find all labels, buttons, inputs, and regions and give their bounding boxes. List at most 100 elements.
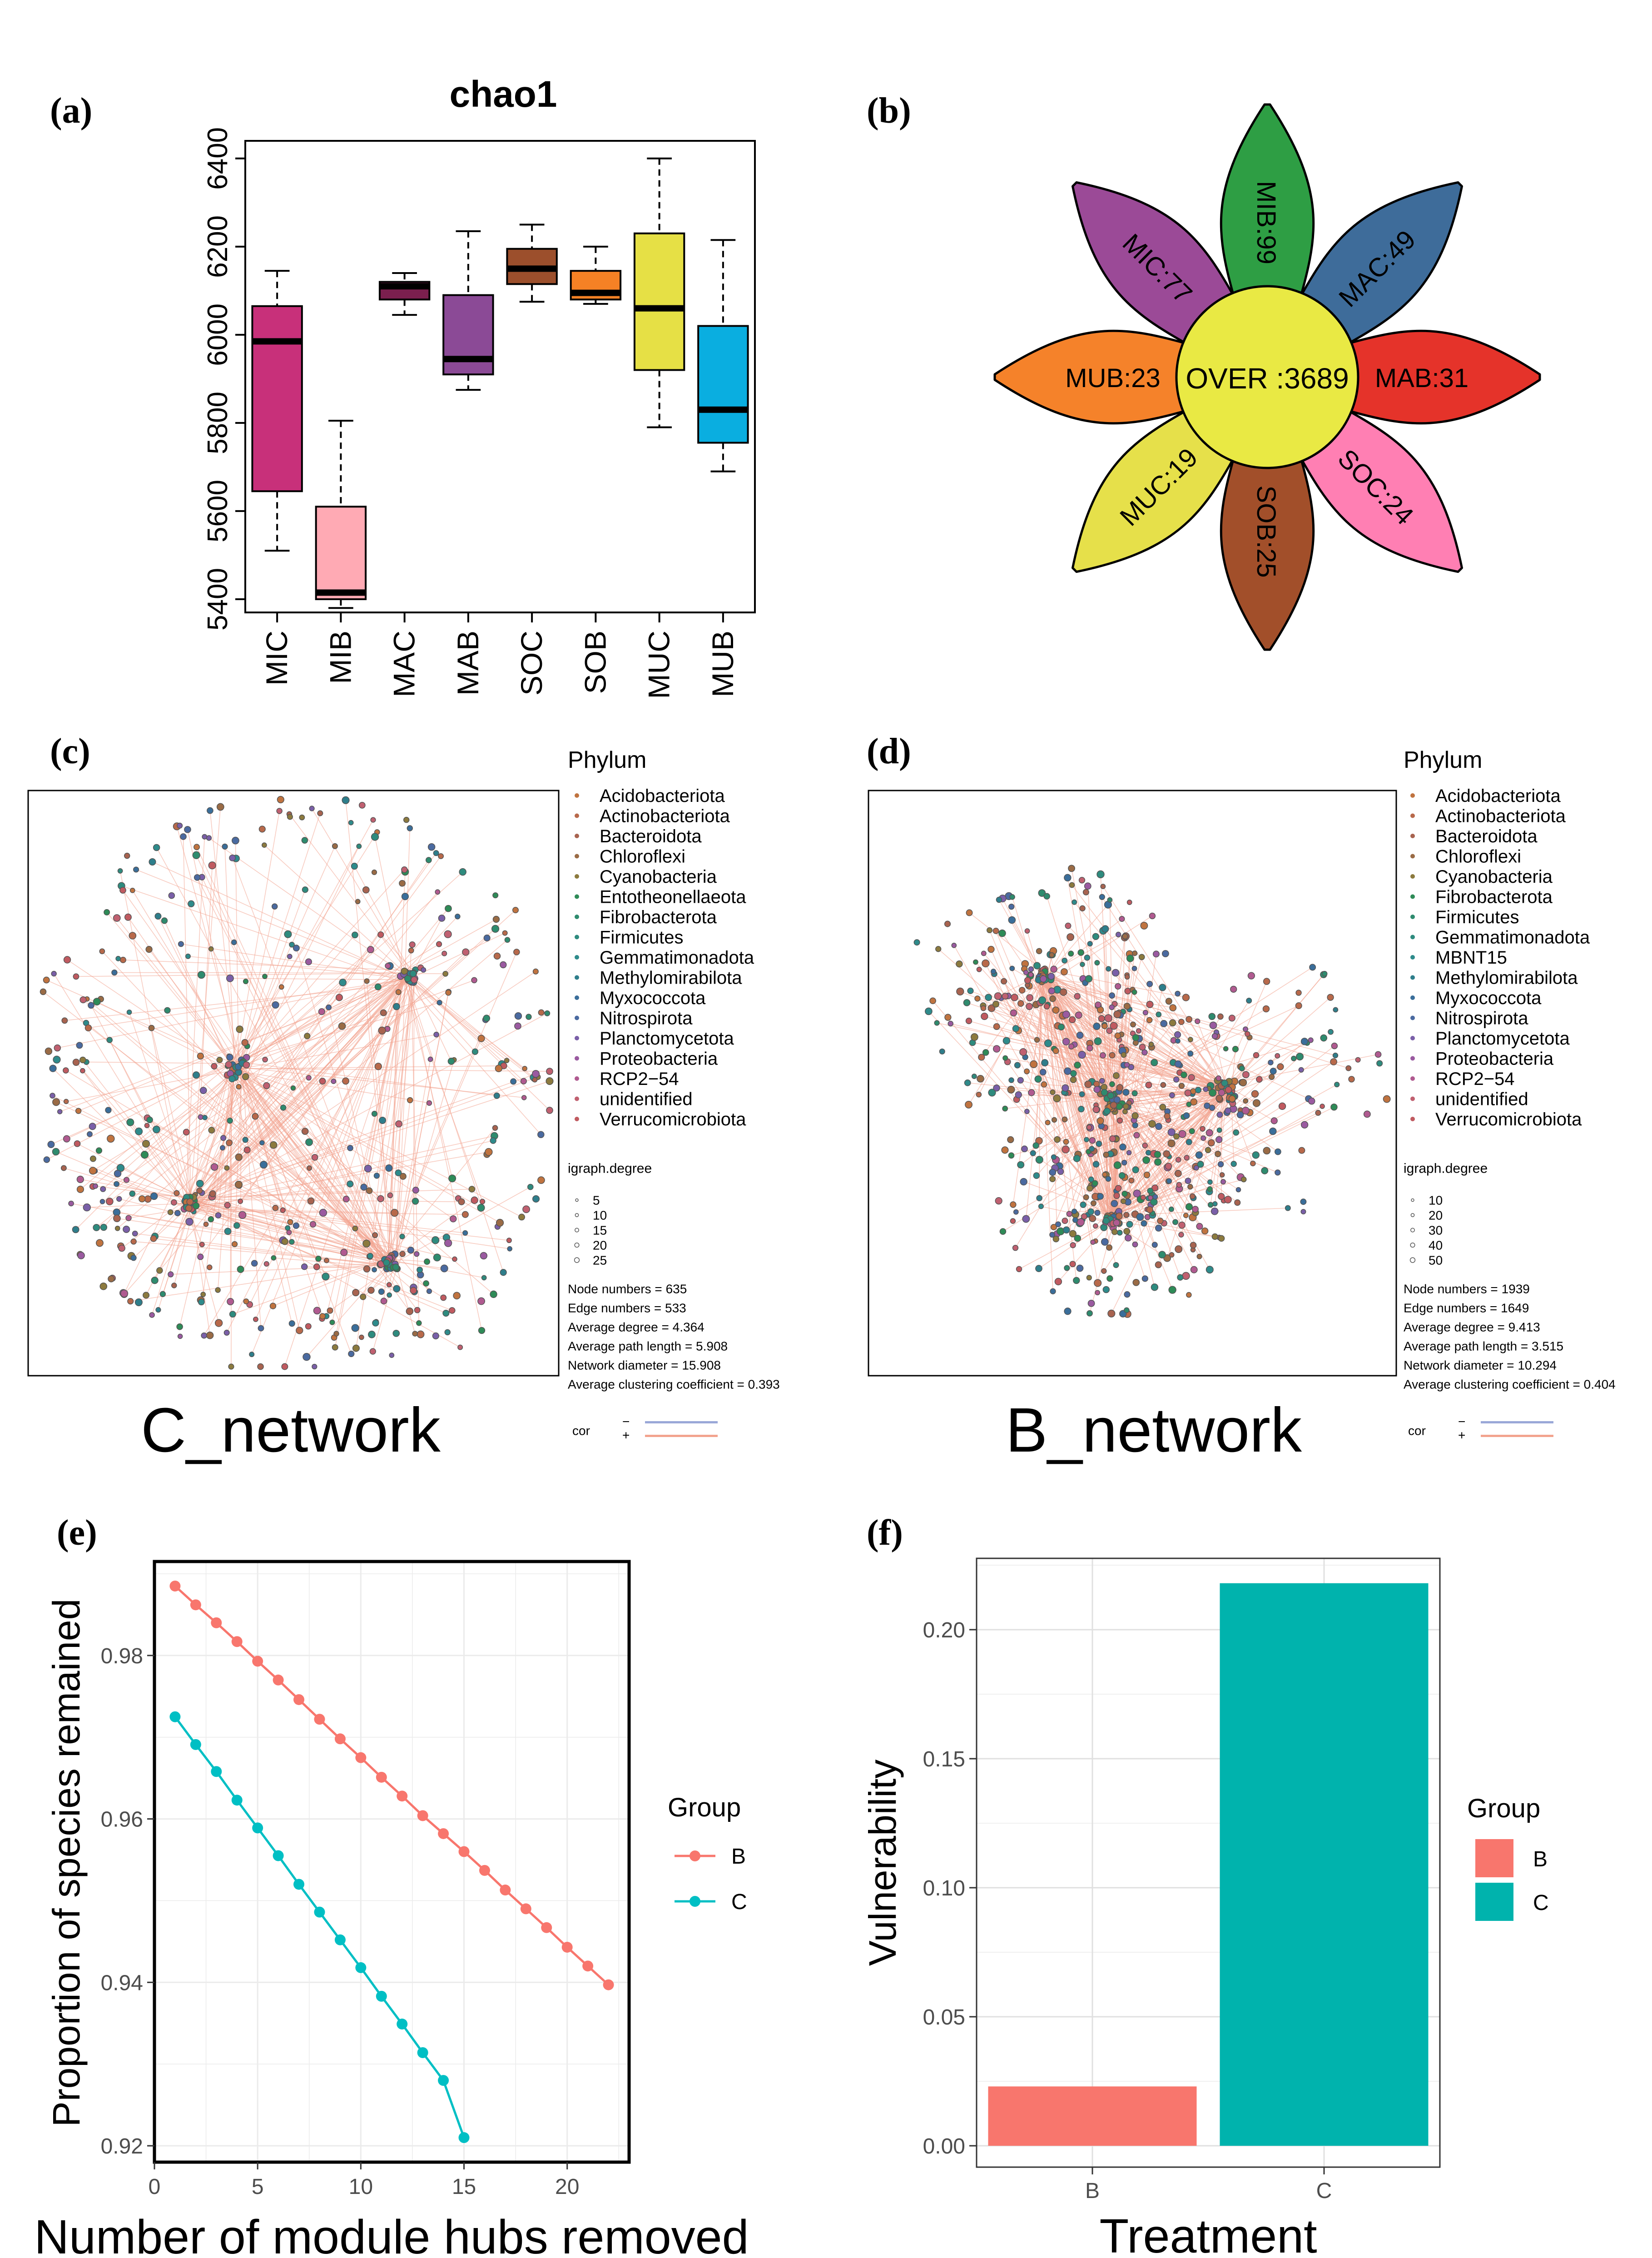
legend-phylum-label: Acidobacteriota (600, 786, 725, 806)
network-node (1054, 1278, 1062, 1286)
network-hub-node (1215, 1094, 1223, 1102)
network-edge (187, 1013, 548, 1207)
network-node (303, 1353, 311, 1361)
network-node (1118, 1172, 1126, 1179)
network-node (951, 943, 957, 948)
chart-a-x-tick-label: MIB (323, 631, 357, 684)
network-node (1142, 1143, 1148, 1149)
network-node (174, 1210, 181, 1217)
network-node (180, 833, 187, 840)
network-node (356, 843, 362, 849)
network-node (1252, 1151, 1260, 1159)
bar-B (988, 2086, 1197, 2146)
network-node (366, 1187, 373, 1194)
series-point-B (500, 1885, 511, 1896)
network-node (1186, 1016, 1193, 1023)
network-node (1010, 1009, 1017, 1017)
network-node (306, 1075, 312, 1081)
chart-e-x-label: Number of module hubs removed (34, 2210, 749, 2258)
network-node (414, 1251, 420, 1257)
network-edge (240, 982, 343, 1072)
network-node (426, 1288, 432, 1294)
network-node (130, 1238, 137, 1245)
network-node (532, 1195, 540, 1203)
network-edge (236, 1069, 454, 1219)
chart-e-x-tick-label: 15 (452, 2175, 476, 2199)
network-node (127, 1298, 134, 1305)
legend-degree-marker (1410, 1213, 1415, 1217)
panel-f-bar: (f) 0.000.050.100.150.20B C Treatment Vul… (861, 1513, 1549, 2258)
network-node (1243, 1098, 1249, 1104)
petal-MIC: MIC:77 (1071, 181, 1242, 352)
network-node (1090, 1239, 1096, 1245)
network-edge (1002, 898, 1042, 974)
legend-phylum-label: Verrucomicrobiota (1435, 1109, 1582, 1129)
legend-phylum-marker (1410, 975, 1415, 980)
network-edge (154, 1202, 185, 1237)
network-node (1184, 1089, 1192, 1097)
network-node (532, 1070, 540, 1078)
network-node (1270, 1068, 1277, 1075)
network-node (364, 978, 370, 984)
network-node (367, 1253, 373, 1259)
network-node (1119, 915, 1125, 922)
network-stat: Average degree = 9.413 (1404, 1320, 1540, 1334)
network-node (1253, 1052, 1260, 1059)
petal-shape (1071, 403, 1242, 573)
network-node (251, 1260, 258, 1267)
network-edge (393, 1259, 427, 1262)
network-edge (232, 919, 496, 1068)
network-node (385, 1164, 393, 1172)
network-node (272, 1001, 279, 1009)
network-edge (53, 973, 193, 1200)
panel-b-label: (b) (867, 91, 911, 131)
network-node (1203, 1086, 1209, 1092)
network-node (1155, 1261, 1162, 1268)
network-node (1160, 1082, 1166, 1088)
network-node (352, 1289, 360, 1297)
network-edge (230, 1042, 245, 1063)
network-node (374, 1063, 382, 1070)
network-node (390, 1209, 399, 1217)
network-node (1062, 1116, 1068, 1123)
network-edge (938, 949, 1114, 1102)
network-edge (128, 1209, 184, 1219)
network-node (1126, 955, 1134, 962)
network-node (1048, 987, 1055, 995)
network-node (216, 803, 224, 811)
network-node (452, 1256, 457, 1262)
network-node (153, 844, 160, 851)
network-hub-node (1110, 1101, 1117, 1109)
network-node (1200, 1126, 1206, 1132)
network-node (1215, 1136, 1223, 1143)
network-node (935, 946, 942, 952)
chart-e-x-tick-label: 20 (555, 2175, 579, 2199)
network-node (124, 913, 132, 921)
series-point-B (561, 1941, 573, 1953)
network-node (1109, 992, 1115, 999)
network-d-graph (913, 865, 1391, 1318)
network-node (471, 1048, 479, 1055)
network-node (1160, 1020, 1168, 1027)
legend-label: B (1533, 1847, 1548, 1871)
network-node (232, 1241, 238, 1248)
legend-degree-label: 10 (593, 1209, 607, 1223)
network-edge (192, 813, 321, 1207)
network-node (1012, 1025, 1020, 1032)
network-node (399, 880, 406, 887)
network-stat: Network diameter = 15.908 (568, 1358, 721, 1373)
network-edge (230, 978, 413, 980)
network-node (1154, 1158, 1162, 1166)
network-node (1173, 1076, 1180, 1083)
network-node (1154, 1151, 1161, 1158)
network-node (1250, 1160, 1256, 1167)
network-edge (996, 983, 1047, 1005)
legend-phylum-label: Acidobacteriota (1435, 786, 1561, 806)
network-edge (330, 1268, 390, 1311)
network-node (1236, 1111, 1244, 1119)
network-node (459, 868, 466, 876)
network-node (126, 1118, 134, 1126)
network-hub-node (401, 967, 408, 975)
network-node (1188, 1074, 1195, 1081)
network-node (1141, 1220, 1147, 1227)
